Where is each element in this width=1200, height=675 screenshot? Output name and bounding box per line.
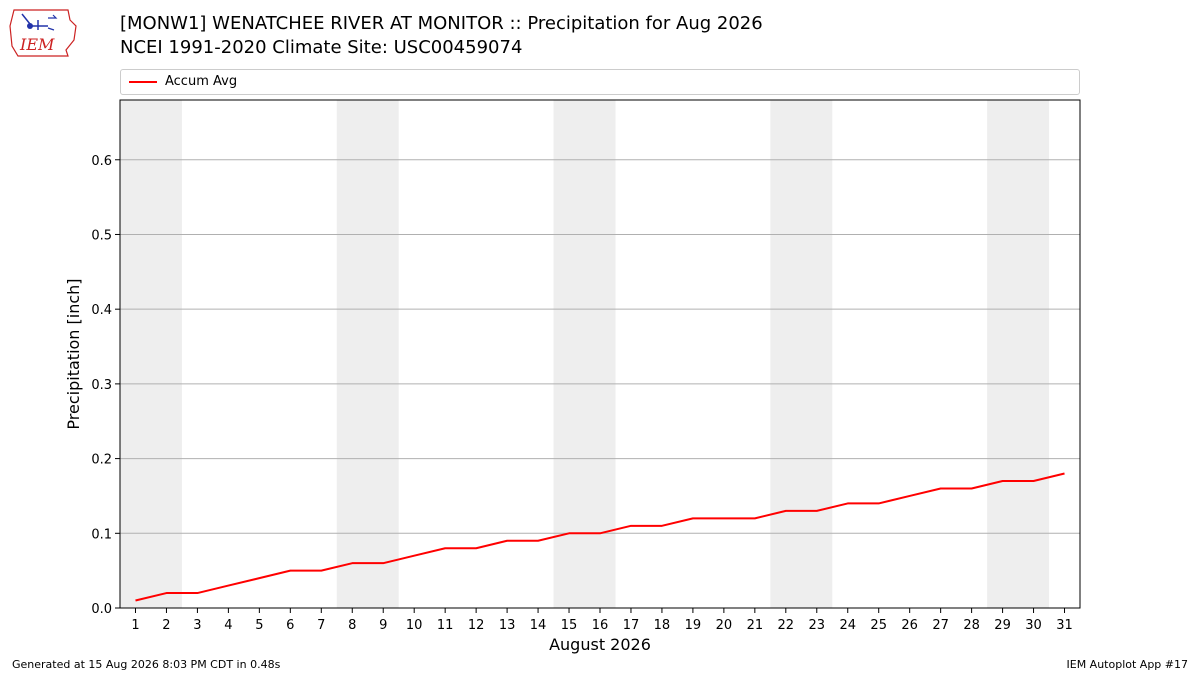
y-tick-label: 0.2	[91, 453, 112, 468]
x-axis-label: August 2026	[549, 635, 651, 654]
weekend-band	[987, 100, 1050, 608]
y-axis-label: Precipitation [inch]	[64, 278, 83, 429]
x-tick-label: 30	[1025, 618, 1042, 633]
x-tick-label: 16	[592, 618, 609, 633]
x-tick-label: 7	[317, 618, 325, 633]
x-tick-label: 21	[747, 618, 764, 633]
legend: Accum Avg	[120, 69, 1080, 95]
x-tick-label: 5	[255, 618, 263, 633]
x-tick-label: 2	[162, 618, 170, 633]
x-tick-label: 12	[468, 618, 485, 633]
x-tick-label: 3	[193, 618, 201, 633]
y-tick-label: 0.0	[91, 602, 112, 617]
x-tick-label: 20	[716, 618, 733, 633]
plot-frame	[119, 99, 1081, 609]
generated-timestamp: Generated at 15 Aug 2026 8:03 PM CDT in …	[12, 658, 281, 671]
y-tick-label: 0.3	[91, 378, 112, 393]
x-tick-label: 28	[963, 618, 980, 633]
x-tick-label: 22	[778, 618, 795, 633]
x-tick-label: 29	[994, 618, 1011, 633]
x-tick-label: 19	[685, 618, 702, 633]
y-tick-label: 0.1	[91, 527, 112, 542]
iem-logo: IEM	[8, 6, 82, 60]
x-tick-label: 1	[131, 618, 139, 633]
x-tick-label: 15	[561, 618, 578, 633]
x-tick-label: 31	[1056, 618, 1073, 633]
legend-label-accum-avg: Accum Avg	[165, 74, 238, 89]
x-tick-label: 6	[286, 618, 294, 633]
y-tick-label: 0.5	[91, 228, 112, 243]
x-tick-label: 10	[406, 618, 423, 633]
chart-title-line2: NCEI 1991-2020 Climate Site: USC00459074	[120, 37, 523, 58]
x-tick-label: 13	[499, 618, 516, 633]
x-tick-label: 18	[654, 618, 671, 633]
legend-swatch-accum-avg	[129, 81, 157, 83]
x-tick-label: 9	[379, 618, 387, 633]
x-tick-label: 11	[437, 618, 454, 633]
series-line-accum-avg	[135, 472, 1065, 602]
x-tick-label: 23	[809, 618, 826, 633]
iem-logo-graphic: IEM	[9, 9, 77, 57]
app-label: IEM Autoplot App #17	[1066, 658, 1189, 671]
y-tick-label: 0.4	[91, 303, 112, 318]
iem-logo-text: IEM	[19, 35, 55, 54]
chart-title-line1: [MONW1] WENATCHEE RIVER AT MONITOR :: Pr…	[120, 13, 763, 34]
x-tick-label: 17	[623, 618, 640, 633]
x-tick-label: 25	[870, 618, 887, 633]
x-tick-label: 27	[932, 618, 949, 633]
chart-title: [MONW1] WENATCHEE RIVER AT MONITOR :: Pr…	[120, 12, 763, 60]
weekend-band	[336, 100, 399, 608]
y-tick-label: 0.6	[91, 154, 112, 169]
x-tick-label: 4	[224, 618, 232, 633]
x-tick-label: 14	[530, 618, 547, 633]
weekend-band	[553, 100, 616, 608]
x-tick-label: 8	[348, 618, 356, 633]
x-tick-label: 24	[839, 618, 856, 633]
weekend-band	[770, 100, 833, 608]
weekend-band	[120, 100, 182, 608]
x-tick-label: 26	[901, 618, 918, 633]
